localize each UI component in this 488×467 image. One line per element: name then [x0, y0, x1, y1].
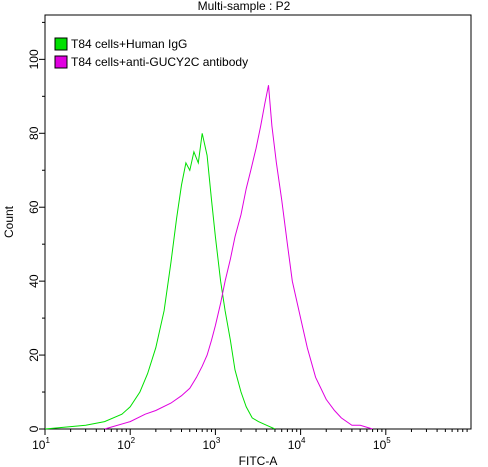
x-tick-label: 102 — [117, 436, 135, 452]
legend-swatch-antibody — [54, 55, 68, 69]
y-axis: 0 20 40 60 80 100 — [27, 21, 45, 432]
y-tick-label: 20 — [27, 348, 41, 362]
legend-label-antibody: T84 cells+anti-GUCY2C antibody — [71, 55, 248, 69]
chart-title: Multi-sample : P2 — [198, 0, 291, 13]
x-axis: 101 102 103 104 105 — [32, 429, 468, 452]
x-tick-label: 105 — [373, 436, 391, 452]
x-tick-label: 101 — [32, 436, 50, 452]
x-axis-label: FITC-A — [239, 454, 278, 467]
x-tick-label: 103 — [202, 436, 220, 452]
y-axis-label: Count — [2, 205, 16, 238]
y-tick-label: 60 — [27, 200, 41, 214]
y-tick-label: 80 — [27, 126, 41, 140]
y-tick-label: 40 — [27, 274, 41, 288]
series-layer — [44, 85, 373, 430]
y-tick-label: 0 — [27, 425, 41, 432]
y-tick-label: 100 — [27, 49, 41, 69]
legend-label-igg: T84 cells+Human IgG — [71, 37, 187, 51]
plot-frame — [44, 14, 472, 430]
legend-swatch-igg — [54, 37, 68, 51]
x-tick-label: 104 — [288, 436, 306, 452]
series-line-0 — [44, 133, 276, 430]
legend: T84 cells+Human IgG T84 cells+anti-GUCY2… — [54, 37, 248, 69]
series-line-1 — [104, 85, 373, 430]
